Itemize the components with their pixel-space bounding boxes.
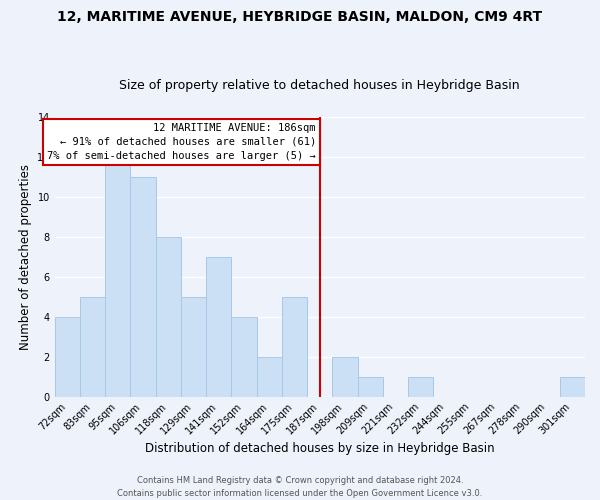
Bar [181,296,206,396]
Text: 12 MARITIME AVENUE: 186sqm
← 91% of detached houses are smaller (61)
7% of semi-: 12 MARITIME AVENUE: 186sqm ← 91% of deta… [47,123,316,161]
Bar [408,376,433,396]
Text: Contains HM Land Registry data © Crown copyright and database right 2024.
Contai: Contains HM Land Registry data © Crown c… [118,476,482,498]
Bar [282,296,307,396]
X-axis label: Distribution of detached houses by size in Heybridge Basin: Distribution of detached houses by size … [145,442,494,455]
Y-axis label: Number of detached properties: Number of detached properties [19,164,32,350]
Bar [105,156,130,396]
Bar [358,376,383,396]
Bar [130,176,155,396]
Bar [80,296,105,396]
Bar [560,376,585,396]
Title: Size of property relative to detached houses in Heybridge Basin: Size of property relative to detached ho… [119,79,520,92]
Bar [206,256,232,396]
Bar [332,356,358,397]
Bar [55,316,80,396]
Bar [232,316,257,396]
Text: 12, MARITIME AVENUE, HEYBRIDGE BASIN, MALDON, CM9 4RT: 12, MARITIME AVENUE, HEYBRIDGE BASIN, MA… [58,10,542,24]
Bar [155,236,181,396]
Bar [257,356,282,397]
